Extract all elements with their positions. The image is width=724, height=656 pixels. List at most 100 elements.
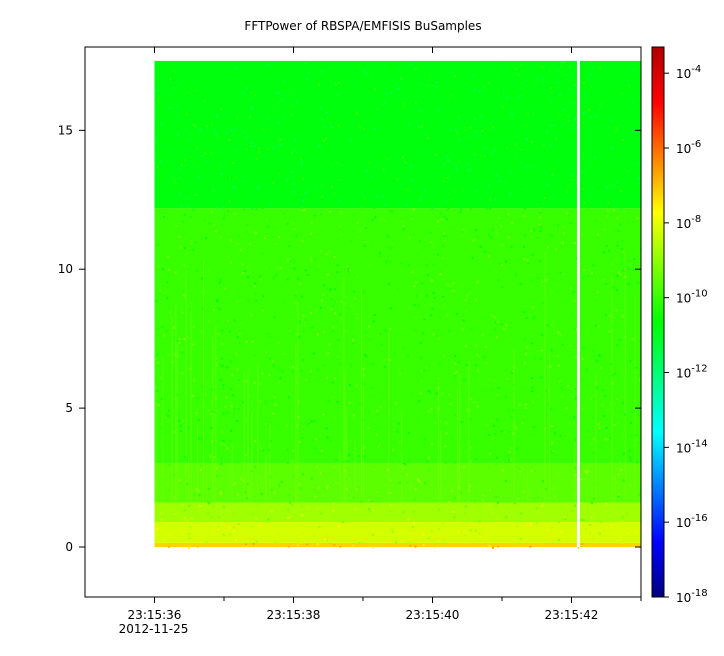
spectrogram-pixel (522, 215, 525, 218)
spectrogram-pixel (229, 261, 232, 264)
spectrogram-pixel (226, 508, 229, 511)
spectrogram-pixel (351, 79, 354, 81)
spectrogram-pixel (534, 497, 537, 500)
spectrogram-pixel (431, 307, 434, 310)
spectrogram-pixel (626, 512, 629, 515)
spectrogram-pixel (173, 326, 176, 329)
spectrogram-pixel (179, 246, 182, 249)
spectrogram-pixel (596, 233, 599, 236)
spectrogram-pixel (307, 423, 310, 426)
spectrogram-pixel (527, 229, 530, 232)
spectrogram-pixel (491, 126, 494, 128)
spectrogram-pixel (621, 92, 624, 95)
spectrogram-pixel (541, 279, 544, 282)
spectrogram-pixel (227, 353, 230, 356)
spectrogram-pixel (321, 118, 324, 120)
spectrogram-pixel (633, 98, 635, 101)
spectrogram-pixel (619, 536, 622, 539)
spectrogram-pixel (495, 228, 498, 231)
spectrogram-pixel (604, 70, 607, 73)
spectrogram-pixel (566, 212, 569, 215)
spectrogram-pixel (591, 66, 594, 68)
spectrogram-pixel (260, 126, 262, 128)
spectrogram-pixel (513, 250, 516, 252)
spectrogram-pixel (425, 84, 428, 87)
spectrogram-pixel (309, 257, 312, 260)
spectrogram-pixel (565, 199, 568, 202)
spectrogram-pixel (501, 286, 504, 288)
spectrogram-pixel (498, 475, 501, 478)
spectrogram-pixel (611, 318, 614, 321)
spectrogram-pixel (645, 479, 647, 481)
spectrogram-pixel (320, 107, 323, 110)
spectrogram-pixel (527, 112, 530, 115)
spectrogram-pixel (500, 323, 503, 326)
spectrogram-pixel (430, 451, 432, 454)
spectrogram-pixel (253, 145, 256, 148)
spectrogram-pixel (560, 245, 563, 248)
spectral-band (154, 502, 641, 522)
spectrogram-pixel (512, 370, 515, 373)
spectrogram-pixel (295, 333, 298, 336)
spectrogram-pixel (626, 222, 629, 225)
spectrogram-pixel (502, 328, 505, 330)
spectrogram-pixel (568, 133, 571, 136)
spectrogram-pixel (253, 440, 256, 443)
spectrogram-pixel (298, 336, 301, 339)
spectrogram-pixel (446, 239, 449, 242)
spectrogram-pixel (579, 301, 582, 304)
spectrogram-pixel (618, 425, 621, 428)
spectrogram-pixel (354, 110, 357, 113)
spectrogram-pixel (646, 309, 648, 311)
spectrogram-pixel (611, 326, 614, 328)
spectrogram-pixel (173, 474, 175, 477)
spectrogram-pixel (394, 95, 397, 98)
spectrogram-pixel (620, 178, 623, 181)
spectrogram-pixel (189, 367, 192, 370)
spectrogram-pixel (494, 90, 497, 93)
spectrogram-pixel (636, 439, 639, 441)
spectrogram-pixel (643, 404, 645, 406)
spectrogram-pixel (216, 467, 218, 470)
spectrogram-pixel (376, 200, 379, 203)
spectrogram-pixel (483, 86, 486, 89)
spectrogram-pixel (321, 89, 324, 91)
spectrogram-pixel (533, 426, 535, 428)
spectrogram-pixel (545, 339, 547, 342)
spectrogram-pixel (189, 526, 192, 529)
spectrogram-pixel (290, 113, 293, 116)
spectrogram-pixel (277, 91, 280, 94)
spectrogram-pixel (525, 395, 528, 398)
spectrogram-pixel (637, 177, 640, 180)
spectrogram-pixel (626, 534, 629, 537)
spectrogram-pixel (208, 269, 210, 272)
spectrogram-pixel (217, 516, 220, 519)
spectrogram-pixel (298, 90, 301, 93)
spectrogram-pixel (592, 157, 595, 160)
spectrogram-pixel (251, 512, 254, 515)
spectrogram-pixel (195, 412, 198, 415)
spectrogram-pixel (272, 105, 274, 108)
spectrogram-pixel (619, 190, 622, 193)
spectrogram-pixel (279, 144, 282, 146)
spectrogram-pixel (356, 236, 359, 238)
spectrogram-pixel (435, 81, 438, 84)
spectrogram-pixel (643, 530, 645, 532)
spectrogram-pixel (268, 448, 271, 451)
spectrogram-pixel (562, 302, 565, 305)
spectrogram-pixel (571, 510, 574, 513)
spectrogram-pixel (173, 430, 176, 433)
spectrogram-pixel (251, 207, 254, 210)
spectrogram-pixel (251, 526, 254, 529)
spectrogram-pixel (416, 230, 419, 233)
spectrogram-pixel (389, 260, 392, 263)
spectrogram-pixel (420, 383, 423, 386)
spectrogram-pixel (556, 224, 559, 227)
spectrogram-pixel (531, 63, 534, 66)
spectrogram-pixel (598, 355, 601, 358)
spectrogram-pixel (615, 309, 618, 312)
spectrogram-pixel (287, 508, 289, 511)
spectrogram-pixel (515, 486, 518, 489)
spectrogram-pixel (608, 314, 611, 317)
spectrogram-pixel (260, 493, 263, 495)
